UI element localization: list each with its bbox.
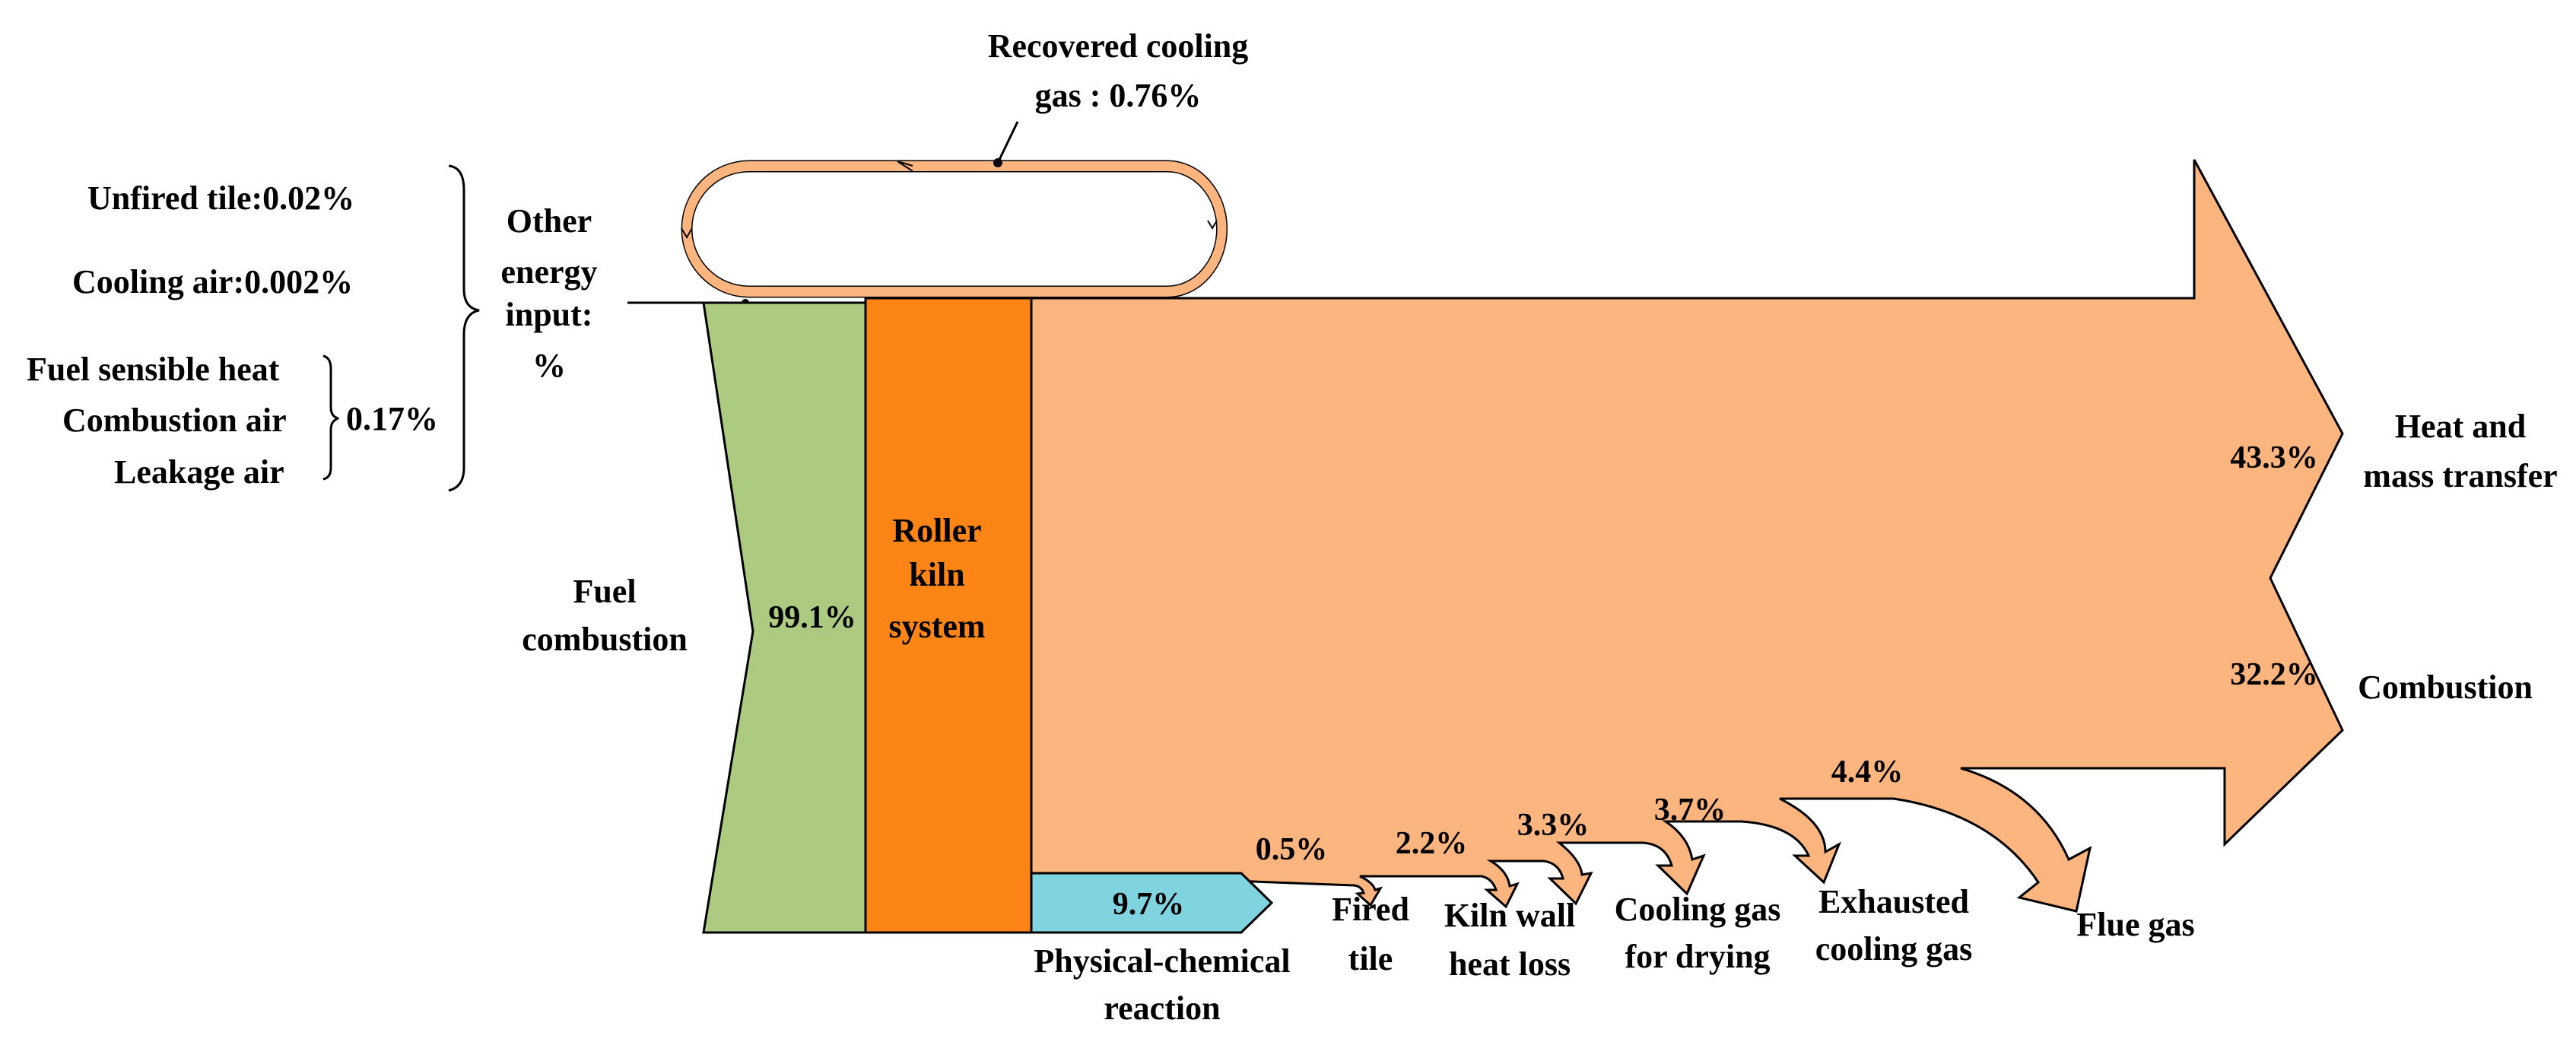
kiln-wall-pct: 2.2%: [1396, 826, 1468, 861]
combustion-out-pct: 32.2%: [2230, 657, 2318, 692]
loop-arrow-mark: [897, 160, 913, 172]
recovered-gas-line1: Recovered cooling: [988, 27, 1249, 65]
physical-chemical-line2: reaction: [1104, 990, 1220, 1027]
cooling-drying-pct: 3.3%: [1517, 808, 1590, 843]
other-energy-brace: [448, 164, 480, 492]
unfired-tile-label: Unfired tile:0.02%: [87, 180, 354, 217]
kiln-label-line2: kiln: [909, 556, 964, 593]
fuel-combustion-line2: combustion: [522, 621, 688, 658]
physical-chemical-pct: 9.7%: [1113, 887, 1185, 922]
heat-mass-line1: Heat and: [2395, 408, 2526, 445]
recovered-gas-loop-inner: [690, 170, 1219, 288]
roller-kiln-system: [864, 297, 1033, 934]
other-energy-line4: %: [532, 347, 566, 384]
cooling-drying-line1: Cooling gas: [1615, 891, 1781, 928]
fired-tile-line2: tile: [1348, 940, 1393, 977]
leakage-air-label: Leakage air: [114, 453, 284, 491]
other-energy-line3: input:: [506, 296, 593, 333]
kiln-label-line3: system: [888, 608, 985, 645]
loop-arrow-mark-right: [1207, 220, 1218, 230]
cooling-drying-line2: for drying: [1625, 938, 1770, 975]
flue-gas-pct: 4.4%: [1831, 755, 1904, 790]
fuel-sensible-heat-label: Fuel sensible heat: [27, 351, 280, 388]
other-energy-line1: Other: [507, 202, 592, 240]
heat-mass-line2: mass transfer: [2363, 457, 2557, 494]
combustion-out-label: Combustion: [2358, 669, 2533, 706]
recovered-gas-line2: gas : 0.76%: [1035, 77, 1202, 114]
sensible-heat-brace: [322, 354, 339, 481]
kiln-wall-line2: heat loss: [1449, 945, 1571, 983]
other-energy-line2: energy: [500, 253, 597, 291]
exhausted-cooling-line2: cooling gas: [1815, 930, 1973, 968]
exhausted-cooling-line1: Exhausted: [1818, 883, 1969, 920]
cooling-air-label: Cooling air:0.002%: [72, 263, 353, 300]
heat-mass-pct: 43.3%: [2230, 440, 2318, 475]
fired-tile-pct: 0.5%: [1256, 832, 1328, 867]
fuel-combustion-line1: Fuel: [573, 573, 636, 610]
recovered-gas-leader: [996, 121, 1019, 164]
loop-arrow-mark-left: [681, 227, 693, 239]
sensible-group-pct: 0.17%: [346, 400, 438, 437]
fuel-pct: 99.1%: [768, 600, 856, 635]
flue-gas-label: Flue gas: [2076, 906, 2194, 943]
fuel-combustion-flow: [702, 301, 867, 934]
fired-tile-line1: Fired: [1332, 891, 1409, 928]
physical-chemical-flow: [1030, 872, 1274, 934]
main-output-flow: [1030, 159, 2344, 913]
combustion-air-label: Combustion air: [62, 402, 287, 439]
exhausted-cooling-pct: 3.7%: [1654, 793, 1726, 828]
kiln-label-line1: Roller: [892, 512, 981, 549]
kiln-wall-line1: Kiln wall: [1444, 897, 1575, 934]
physical-chemical-line1: Physical-chemical: [1034, 942, 1290, 980]
